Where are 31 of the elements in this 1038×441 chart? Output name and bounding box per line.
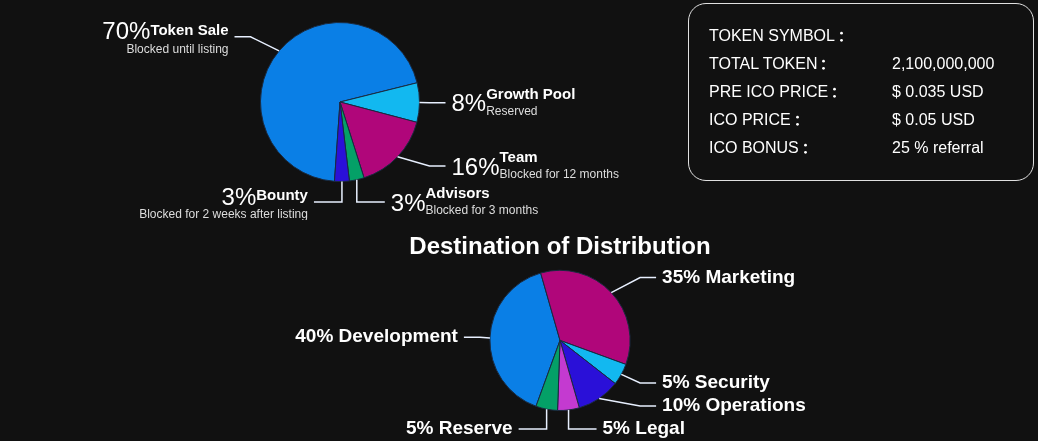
data-label: 70% bbox=[102, 17, 151, 45]
slice-label: Team bbox=[499, 148, 538, 166]
text: $ 0.035 USD bbox=[892, 83, 984, 100]
text: Blocked for 3 months bbox=[425, 203, 539, 218]
text: Blocked for 2 weeks after listing bbox=[139, 207, 308, 222]
category-label: ICO PRICE bbox=[709, 111, 791, 128]
slice-label: Advisors bbox=[425, 184, 490, 202]
data-label: 16% bbox=[451, 152, 500, 180]
category-label: PRE ICO PRICE bbox=[709, 83, 829, 100]
data-label: 3% bbox=[390, 188, 426, 216]
text: 2,100,000,000 bbox=[892, 55, 995, 72]
text: $ 0.05 USD bbox=[892, 111, 975, 128]
slice-label: Growth Pool bbox=[486, 84, 576, 102]
slice-label: 5% Legal bbox=[602, 417, 685, 439]
text: Blocked for 12 months bbox=[499, 167, 619, 182]
slice-label: 10% Operations bbox=[662, 394, 806, 416]
category-label: TOTAL TOKEN bbox=[709, 55, 818, 72]
slice-label: Bounty bbox=[256, 186, 309, 204]
category-label: ICO BONUS bbox=[709, 139, 799, 156]
category-label: TOKEN SYMBOL bbox=[709, 27, 835, 44]
data-label: 8% bbox=[451, 89, 487, 117]
slice-label: 5% Reserve bbox=[405, 417, 513, 439]
text: Reserved bbox=[486, 104, 538, 119]
data-label: 3% bbox=[221, 182, 257, 210]
slice-label: 35% Marketing bbox=[662, 265, 796, 287]
text: 25 % referral bbox=[892, 139, 984, 156]
text: Blocked until listing bbox=[126, 42, 229, 57]
slice-label: Token Sale bbox=[150, 20, 229, 38]
slice-label: 5% Security bbox=[662, 371, 771, 393]
slice-label: 40% Development bbox=[295, 325, 459, 347]
chart-title: Destination of Distribution bbox=[409, 232, 711, 260]
